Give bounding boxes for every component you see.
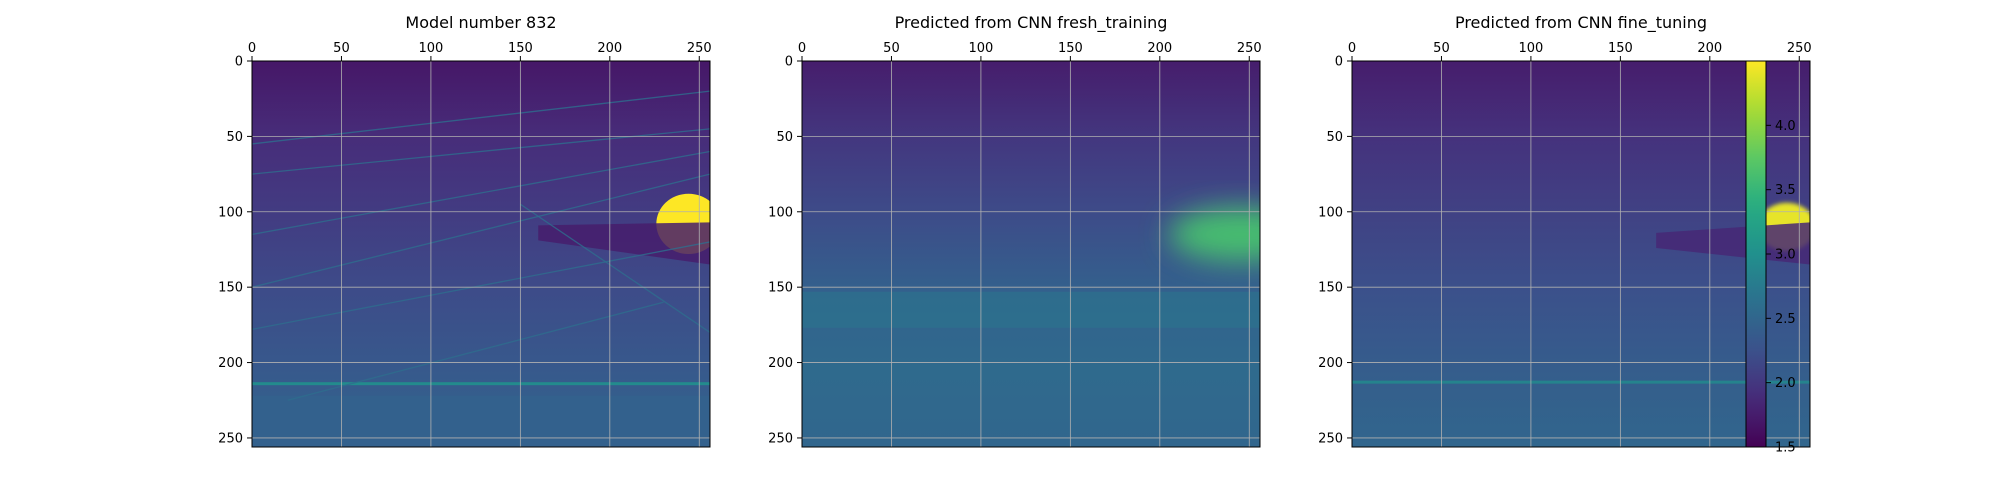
x-tick-label: 100: [418, 41, 443, 56]
y-tick-label: 100: [1318, 205, 1343, 220]
panel-1: 0 50 100 150 200 250 0 50 100 150 200 250 Model numb…: [218, 13, 712, 448]
x-tick-label: 200: [597, 41, 622, 56]
lower-layer: [252, 395, 710, 447]
colorbar-tick-label: 2.0: [1775, 376, 1796, 391]
x-tick-label: 0: [1348, 41, 1356, 56]
y-tick-label: 100: [218, 205, 243, 220]
y-tick-label: 250: [218, 431, 243, 446]
anomaly-blob: [1168, 207, 1260, 262]
heatmap-background: [802, 61, 1260, 447]
colorbar-tick-label: 3.5: [1775, 183, 1796, 198]
y-tick-label: 250: [768, 431, 793, 446]
x-tick-label: 150: [1608, 41, 1633, 56]
x-tick-label: 0: [248, 41, 256, 56]
y-tick-label: 50: [1326, 130, 1343, 145]
panel-2: 0 50 100 150 200 250 0 50 100 150 200 250 Predicted …: [768, 13, 1262, 448]
y-tick-label: 50: [226, 130, 243, 145]
low-velocity-band: [1656, 222, 1810, 265]
reflector-streak: [252, 150, 710, 236]
bright-layer-line: [252, 382, 710, 386]
x-tick-label: 50: [333, 41, 350, 56]
colorbar-tick-label: 4.0: [1775, 119, 1796, 134]
panel-3: 0 50 100 150 200 250 0 50 100 150 200 250 Predicted …: [1318, 13, 1812, 448]
y-tick-label: 150: [768, 281, 793, 296]
colorbar-gradient: [1745, 60, 1767, 448]
axes-frame: [801, 60, 1261, 448]
x-tick-label: 50: [883, 41, 900, 56]
reflector-streak: [252, 173, 710, 288]
y-tick-label: 50: [776, 130, 793, 145]
x-tick-label: 150: [508, 41, 533, 56]
y-tick-label: 0: [785, 55, 793, 70]
y-tick-label: 200: [768, 356, 793, 371]
x-tick-label: 100: [1518, 41, 1543, 56]
panel-title: Model number 832: [405, 13, 556, 32]
x-tick-label: 250: [1787, 41, 1812, 56]
x-tick-label: 100: [968, 41, 993, 56]
colorbar-tick-label: 2.5: [1775, 312, 1796, 327]
reflector-streak: [287, 301, 664, 401]
colorbar-tick-label: 3.0: [1775, 248, 1796, 263]
x-tick-label: 200: [1147, 41, 1172, 56]
axes-frame: [251, 60, 711, 448]
panel-title: Predicted from CNN fine_tuning: [1455, 13, 1707, 33]
low-velocity-band: [538, 222, 710, 265]
horizontal-band: [802, 291, 1260, 328]
reflector-streak: [519, 203, 710, 333]
y-tick-label: 100: [768, 205, 793, 220]
y-tick-label: 200: [1318, 356, 1343, 371]
y-tick-label: 0: [235, 55, 243, 70]
y-tick-label: 150: [218, 281, 243, 296]
y-tick-label: 250: [1318, 431, 1343, 446]
x-tick-label: 200: [1697, 41, 1722, 56]
bright-layer-line: [1352, 380, 1810, 384]
x-tick-label: 250: [1237, 41, 1262, 56]
x-tick-label: 250: [687, 41, 712, 56]
y-tick-label: 0: [1335, 55, 1343, 70]
x-tick-label: 150: [1058, 41, 1083, 56]
y-tick-label: 150: [1318, 281, 1343, 296]
y-tick-label: 200: [218, 356, 243, 371]
x-tick-label: 0: [798, 41, 806, 56]
colorbar-tick-label: 1.5: [1775, 441, 1796, 456]
panel-title: Predicted from CNN fresh_training: [895, 13, 1168, 33]
axes-frame: [1351, 60, 1811, 448]
x-tick-label: 50: [1433, 41, 1450, 56]
reflector-streak: [252, 241, 710, 331]
reflector-streak: [252, 90, 710, 145]
colorbar: 1.5 2.0 2.5 3.0 3.5 4.0: [1745, 60, 1796, 456]
